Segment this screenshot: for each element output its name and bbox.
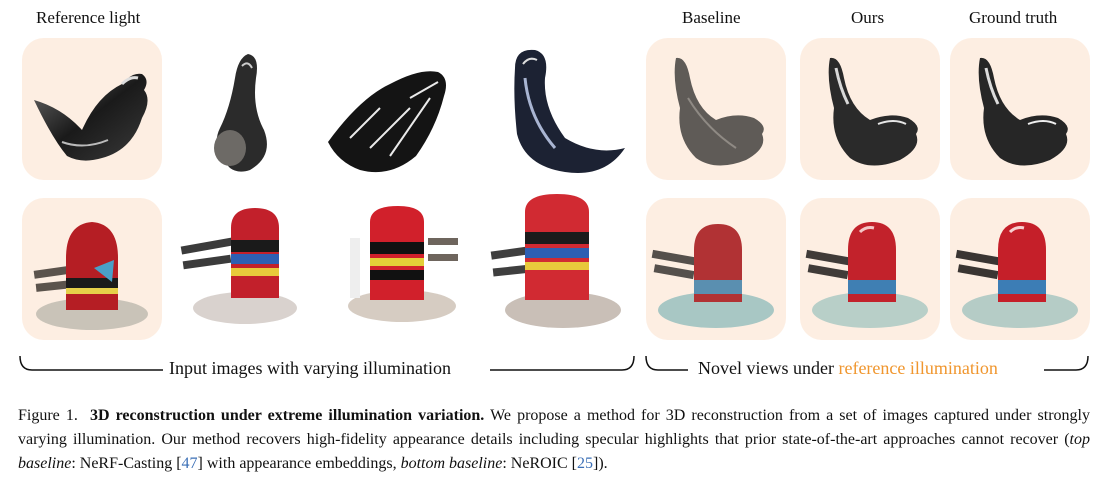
- buoy-ground-truth-image: [950, 198, 1090, 340]
- caption-body-5: ]).: [593, 455, 608, 472]
- caption-top-baseline: top baseline: [18, 431, 1090, 472]
- caption-body-3: ] with appearance embeddings,: [197, 455, 401, 472]
- label-ours: Ours: [851, 8, 885, 27]
- caption-body-2: : NeRF-Casting [: [71, 455, 182, 472]
- bird-baseline-image: [646, 38, 786, 180]
- buoy-ours-image: [800, 198, 940, 340]
- bird-input-image-3: [495, 38, 635, 180]
- buoy-input-image-3: [485, 188, 635, 340]
- label-ground-truth: Ground truth: [969, 8, 1058, 27]
- caption-body-1: We propose a method for 3D reconstructio…: [18, 407, 1090, 448]
- bird-reference-image: [22, 38, 162, 180]
- buoy-input-image-1: [175, 198, 315, 340]
- brace-right-label: Novel views under reference illumination: [692, 358, 1004, 379]
- bird-input-image-1: [190, 38, 300, 180]
- figure-caption: Figure 1. 3D reconstruction under extrem…: [18, 404, 1090, 476]
- brace-right: [645, 355, 1089, 371]
- label-reference-light: Reference light: [36, 8, 141, 27]
- caption-body-4: : NeROIC [: [502, 455, 577, 472]
- label-baseline: Baseline: [682, 8, 741, 27]
- buoy-baseline-image: [646, 198, 786, 340]
- bird-ground-truth-image: [950, 38, 1090, 180]
- citation-link-2[interactable]: 25: [577, 455, 593, 472]
- bird-input-image-2: [320, 38, 460, 180]
- caption-figure-label: Figure 1.: [18, 407, 78, 424]
- brace-left: [19, 355, 635, 371]
- bird-ours-image: [800, 38, 940, 180]
- buoy-reference-image: [22, 198, 162, 340]
- brace-left-label: Input images with varying illumination: [163, 358, 457, 379]
- brace-right-label-accent: reference illumination: [838, 358, 998, 378]
- caption-title: 3D reconstruction under extreme illumina…: [89, 407, 485, 424]
- caption-bottom-baseline: bottom baseline: [400, 455, 503, 472]
- buoy-input-image-2: [340, 198, 470, 340]
- citation-link-1[interactable]: 47: [181, 455, 198, 472]
- brace-right-label-prefix: Novel views under: [698, 358, 839, 378]
